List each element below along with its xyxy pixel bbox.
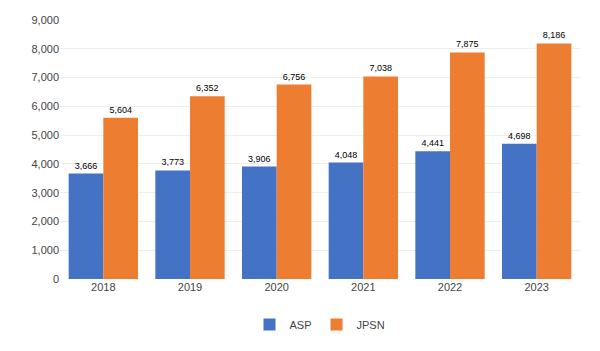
svg-text:5,604: 5,604	[109, 105, 132, 115]
svg-text:2023: 2023	[524, 281, 548, 293]
svg-text:2021: 2021	[351, 281, 375, 293]
svg-text:3,000: 3,000	[31, 187, 59, 199]
svg-text:2022: 2022	[438, 281, 462, 293]
svg-text:8,186: 8,186	[543, 30, 566, 40]
svg-text:7,038: 7,038	[369, 63, 392, 73]
svg-text:4,048: 4,048	[335, 150, 358, 160]
svg-text:2019: 2019	[178, 281, 202, 293]
svg-text:6,352: 6,352	[196, 83, 219, 93]
svg-text:3,666: 3,666	[75, 161, 98, 171]
svg-text:2020: 2020	[264, 281, 288, 293]
svg-text:JPSN: JPSN	[357, 319, 385, 331]
svg-text:6,756: 6,756	[283, 72, 306, 82]
svg-text:ASP: ASP	[290, 319, 312, 331]
svg-text:8,000: 8,000	[31, 43, 59, 55]
svg-text:2,000: 2,000	[31, 215, 59, 227]
svg-text:7,875: 7,875	[456, 39, 479, 49]
svg-text:7,000: 7,000	[31, 71, 59, 83]
svg-text:4,000: 4,000	[31, 158, 59, 170]
svg-text:0: 0	[53, 273, 59, 285]
svg-text:3,773: 3,773	[161, 157, 184, 167]
svg-text:1,000: 1,000	[31, 244, 59, 256]
svg-text:5,000: 5,000	[31, 129, 59, 141]
svg-text:9,000: 9,000	[31, 14, 59, 26]
svg-text:3,906: 3,906	[248, 154, 271, 164]
svg-text:4,698: 4,698	[508, 131, 531, 141]
svg-text:6,000: 6,000	[31, 100, 59, 112]
svg-text:4,441: 4,441	[421, 138, 444, 148]
svg-text:2018: 2018	[91, 281, 115, 293]
